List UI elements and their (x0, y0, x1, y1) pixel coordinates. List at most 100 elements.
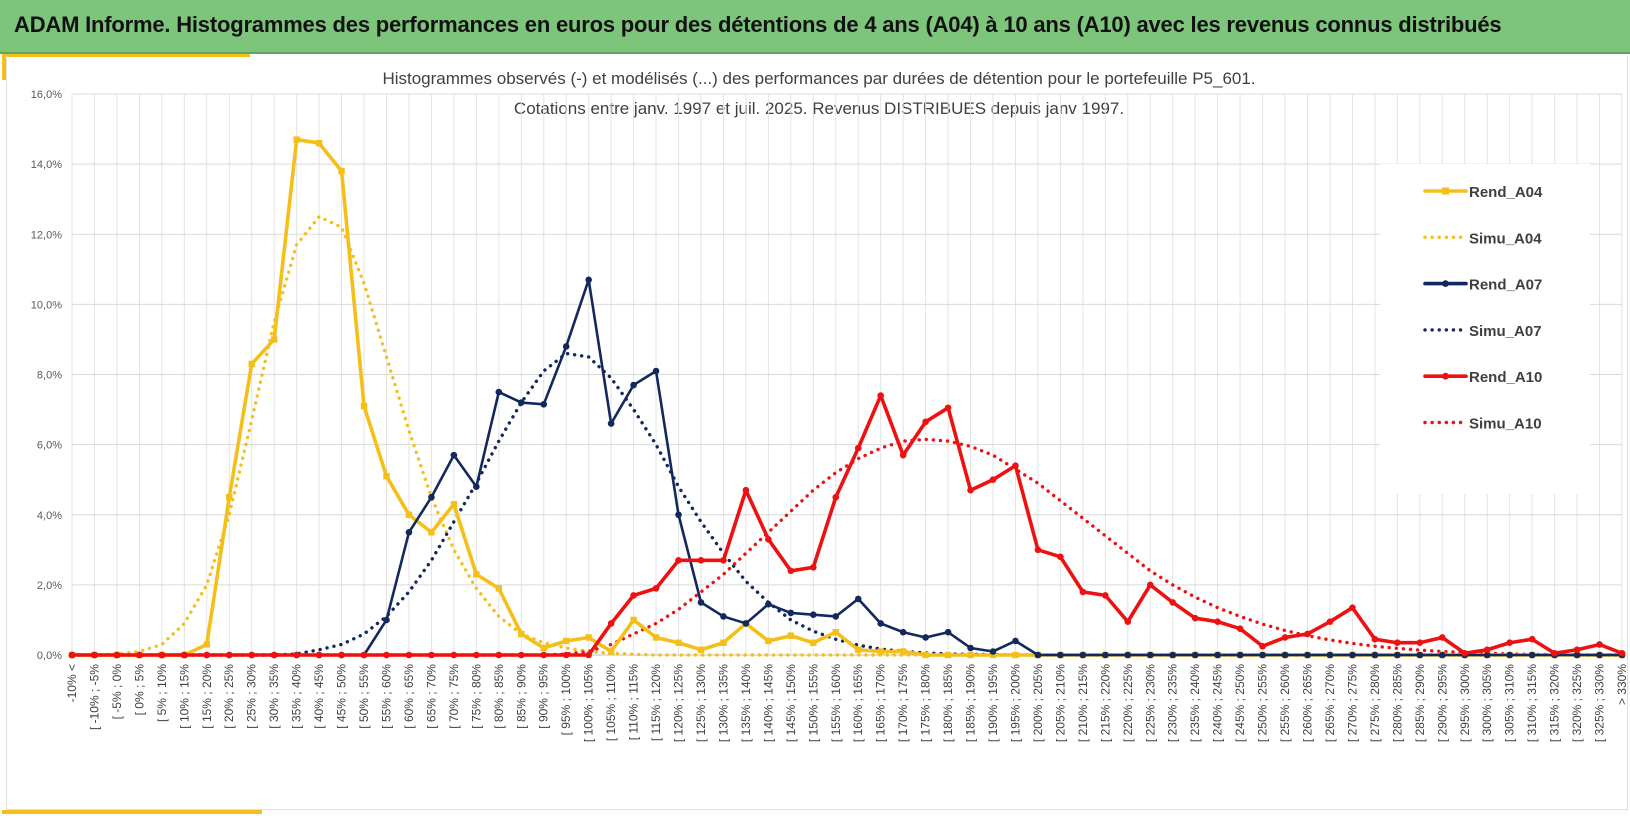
corner-accent-bottom (2, 810, 262, 814)
data-point-rend-a10 (607, 620, 615, 627)
data-point-rend-a04 (967, 651, 974, 659)
data-point-rend-a07 (473, 483, 480, 491)
data-point-rend-a04 (765, 637, 772, 645)
data-point-rend-a10 (765, 535, 772, 543)
data-point-rend-a07 (1596, 651, 1603, 659)
x-tick-label: [ 50% ; 55% (357, 664, 371, 729)
x-tick-label: [ 10% ; 15% (177, 664, 191, 729)
x-tick-label: [ 115% ; 120% (649, 664, 663, 741)
data-point-rend-a10 (1191, 614, 1199, 622)
data-point-rend-a10 (1551, 649, 1558, 657)
data-point-rend-a04 (473, 571, 480, 578)
banner-title: ADAM Informe. Histogrammes des performan… (14, 12, 1502, 37)
data-point-rend-a07 (1349, 651, 1356, 659)
x-tick-label: [ 205% ; 210% (1053, 664, 1067, 742)
data-point-rend-a10 (877, 392, 884, 399)
data-point-rend-a04 (226, 494, 233, 501)
data-point-rend-a10 (315, 651, 323, 659)
series-line-rend-a10 (70, 393, 1624, 657)
data-point-rend-a07 (1169, 651, 1177, 659)
x-axis: -10% < [ -10% ; -5% [ -5% ; 0% [ 0% ; 5% [ 5… (65, 654, 1629, 742)
x-tick-label: [ 0% ; 5% (132, 664, 146, 716)
data-point-rend-a04 (338, 167, 345, 175)
data-point-rend-a07 (1236, 651, 1244, 659)
x-tick-label: [ 25% ; 30% (245, 664, 259, 729)
data-point-rend-a10 (1349, 604, 1356, 611)
data-point-rend-a04 (585, 634, 592, 641)
data-point-rend-a04 (360, 402, 368, 410)
chart-title: Histogrammes observés (-) et modélisés (… (382, 69, 1255, 88)
x-tick-label: [ 35% ; 40% (290, 664, 304, 729)
legend-label-rend-a04: Rend_A04 (1469, 184, 1543, 201)
data-point-rend-a10 (1618, 649, 1626, 657)
data-point-rend-a10 (675, 557, 682, 564)
data-point-rend-a10 (338, 651, 345, 659)
x-tick-label: [ 140% ; 145% (761, 664, 775, 742)
y-tick-label: 14,0% (31, 159, 62, 171)
data-point-rend-a04 (832, 629, 839, 636)
data-point-rend-a04 (697, 646, 705, 653)
x-tick-label: [ 230% ; 235% (1166, 664, 1180, 742)
legend: Rend_A04 Simu_A04 Rend_A07 Simu_A07 Rend_A10… (1380, 164, 1590, 494)
data-point-rend-a07 (944, 628, 952, 636)
legend-background (1380, 164, 1590, 494)
x-tick-label: [ 300% ; 305% (1480, 664, 1494, 742)
data-point-rend-a07 (922, 634, 929, 641)
data-point-rend-a07 (1371, 651, 1379, 659)
legend-label-rend-a10: Rend_A10 (1469, 369, 1542, 386)
data-point-rend-a10 (113, 651, 121, 659)
x-tick-label: [ 125% ; 130% (694, 664, 708, 742)
data-point-rend-a04 (293, 136, 300, 143)
data-point-rend-a07 (1281, 651, 1289, 659)
data-point-rend-a07 (1438, 651, 1446, 659)
x-tick-label: [ 120% ; 125% (672, 664, 686, 742)
x-tick-label: [ 250% ; 255% (1256, 664, 1270, 742)
data-point-rend-a04 (855, 646, 862, 653)
x-tick-label: > 330% (1615, 664, 1629, 705)
data-point-rend-a07 (1102, 651, 1109, 659)
data-point-rend-a07 (1124, 651, 1132, 659)
legend-marker-rend-a10 (1442, 372, 1449, 380)
x-tick-label: [ 245% ; 250% (1233, 664, 1247, 742)
data-point-rend-a07 (832, 613, 840, 620)
x-tick-label: [ 165% ; 170% (874, 664, 888, 742)
chart-subtitle: Cotations entre janv. 1997 et juil. 2025… (514, 99, 1124, 118)
data-point-rend-a10 (360, 651, 368, 659)
data-point-rend-a04 (877, 648, 884, 655)
y-tick-label: 2,0% (37, 580, 62, 592)
x-tick-label: [ 195% ; 200% (1008, 664, 1022, 742)
x-tick-label: [ 290% ; 295% (1435, 664, 1449, 742)
data-point-rend-a10 (225, 651, 233, 659)
x-tick-label: [ 5% ; 10% (155, 664, 169, 722)
x-tick-label: [ 260% ; 265% (1301, 664, 1315, 742)
data-point-rend-a07 (495, 388, 503, 396)
data-point-rend-a10 (989, 476, 997, 483)
data-point-rend-a07 (1012, 637, 1019, 645)
x-tick-label: [ 240% ; 245% (1211, 664, 1225, 742)
data-point-rend-a10 (944, 404, 952, 412)
x-tick-label: [ -5% ; 0% (110, 664, 124, 720)
x-tick-label: [ -10% ; -5% (87, 664, 101, 730)
data-point-rend-a10 (1146, 581, 1154, 589)
y-tick-label: 4,0% (37, 510, 62, 522)
data-point-rend-a07 (742, 620, 750, 627)
x-tick-label: [ 175% ; 180% (919, 664, 933, 742)
data-point-rend-a04 (428, 529, 435, 536)
data-point-rend-a07 (1079, 651, 1087, 659)
legend-marker-rend-a07 (1442, 280, 1449, 287)
gridlines (71, 93, 1623, 656)
data-point-rend-a07 (1146, 651, 1154, 659)
data-point-rend-a04 (944, 651, 952, 659)
data-point-rend-a10 (68, 651, 76, 659)
data-point-rend-a07 (1259, 651, 1266, 659)
y-tick-label: 12,0% (31, 229, 62, 241)
data-point-rend-a10 (1079, 588, 1087, 596)
data-point-rend-a10 (585, 651, 592, 659)
data-point-rend-a07 (383, 616, 390, 624)
data-point-rend-a10 (854, 444, 862, 452)
x-tick-label: [ 135% ; 140% (739, 664, 753, 742)
data-point-rend-a10 (1259, 642, 1266, 650)
data-point-rend-a07 (720, 613, 727, 620)
data-point-rend-a07 (562, 343, 570, 350)
legend-label-simu-a07: Simu_A07 (1469, 323, 1542, 340)
